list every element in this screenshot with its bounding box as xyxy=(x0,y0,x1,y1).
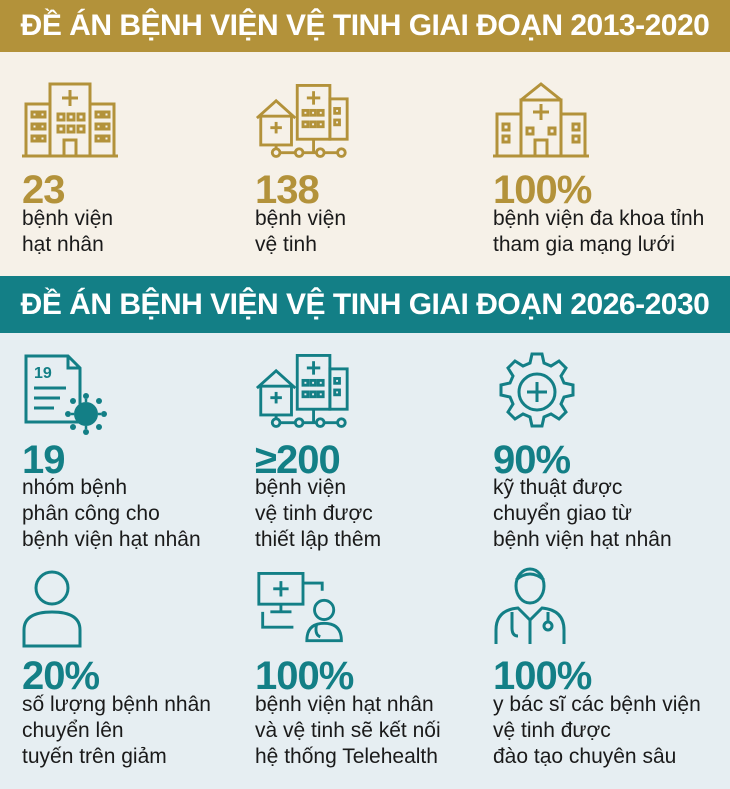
stat-value: 19 xyxy=(22,438,65,482)
section1-title: ĐỀ ÁN BỆNH VIỆN VỆ TINH GIAI ĐOẠN 2013-2… xyxy=(0,0,730,52)
hospital-network-icon xyxy=(255,84,349,158)
stat-value: 100% xyxy=(493,654,592,698)
stat-value: 20% xyxy=(22,654,100,698)
patient-icon xyxy=(22,570,82,648)
document-number: 19 xyxy=(34,365,52,382)
stat-value: 138 xyxy=(255,168,320,212)
stat-value: 100% xyxy=(493,168,592,212)
section2-panel xyxy=(0,333,730,789)
stat-description: bệnh viện vệ tinh được thiết lập thêm xyxy=(255,476,382,551)
stat-value: ≥200 xyxy=(255,438,341,482)
stat-value: 90% xyxy=(493,438,571,482)
document-virus-icon: 19 xyxy=(24,354,107,435)
general-hospital-icon xyxy=(493,82,589,158)
stat-description: kỹ thuật được chuyển giao từ bệnh viện h… xyxy=(493,476,672,551)
stat-value: 23 xyxy=(22,168,65,212)
section2-title: ĐỀ ÁN BỆNH VIỆN VỆ TINH GIAI ĐOẠN 2026-2… xyxy=(0,276,730,333)
doctor-icon xyxy=(494,567,566,644)
stat-value: 100% xyxy=(255,654,354,698)
gear-medical-icon xyxy=(499,352,575,428)
stat-description: y bác sĩ các bệnh viện vệ tinh được đào … xyxy=(493,693,701,768)
stat-description: số lượng bệnh nhân chuyển lên tuyến trên… xyxy=(22,693,211,768)
hospital-network-icon xyxy=(255,354,349,428)
section1-panel xyxy=(0,52,730,276)
stat-description: bệnh viện đa khoa tỉnh tham gia mạng lướ… xyxy=(493,207,705,256)
hospital-building-icon xyxy=(22,82,118,158)
stat-description: bệnh viện vệ tinh xyxy=(255,207,347,256)
stat-description: bệnh viện hạt nhân và vệ tinh sẽ kết nối… xyxy=(255,693,441,768)
stat-description: bệnh viện hạt nhân xyxy=(22,207,114,256)
stat-description: nhóm bệnh phân công cho bệnh viện hạt nh… xyxy=(22,476,201,551)
telehealth-icon xyxy=(257,572,343,643)
